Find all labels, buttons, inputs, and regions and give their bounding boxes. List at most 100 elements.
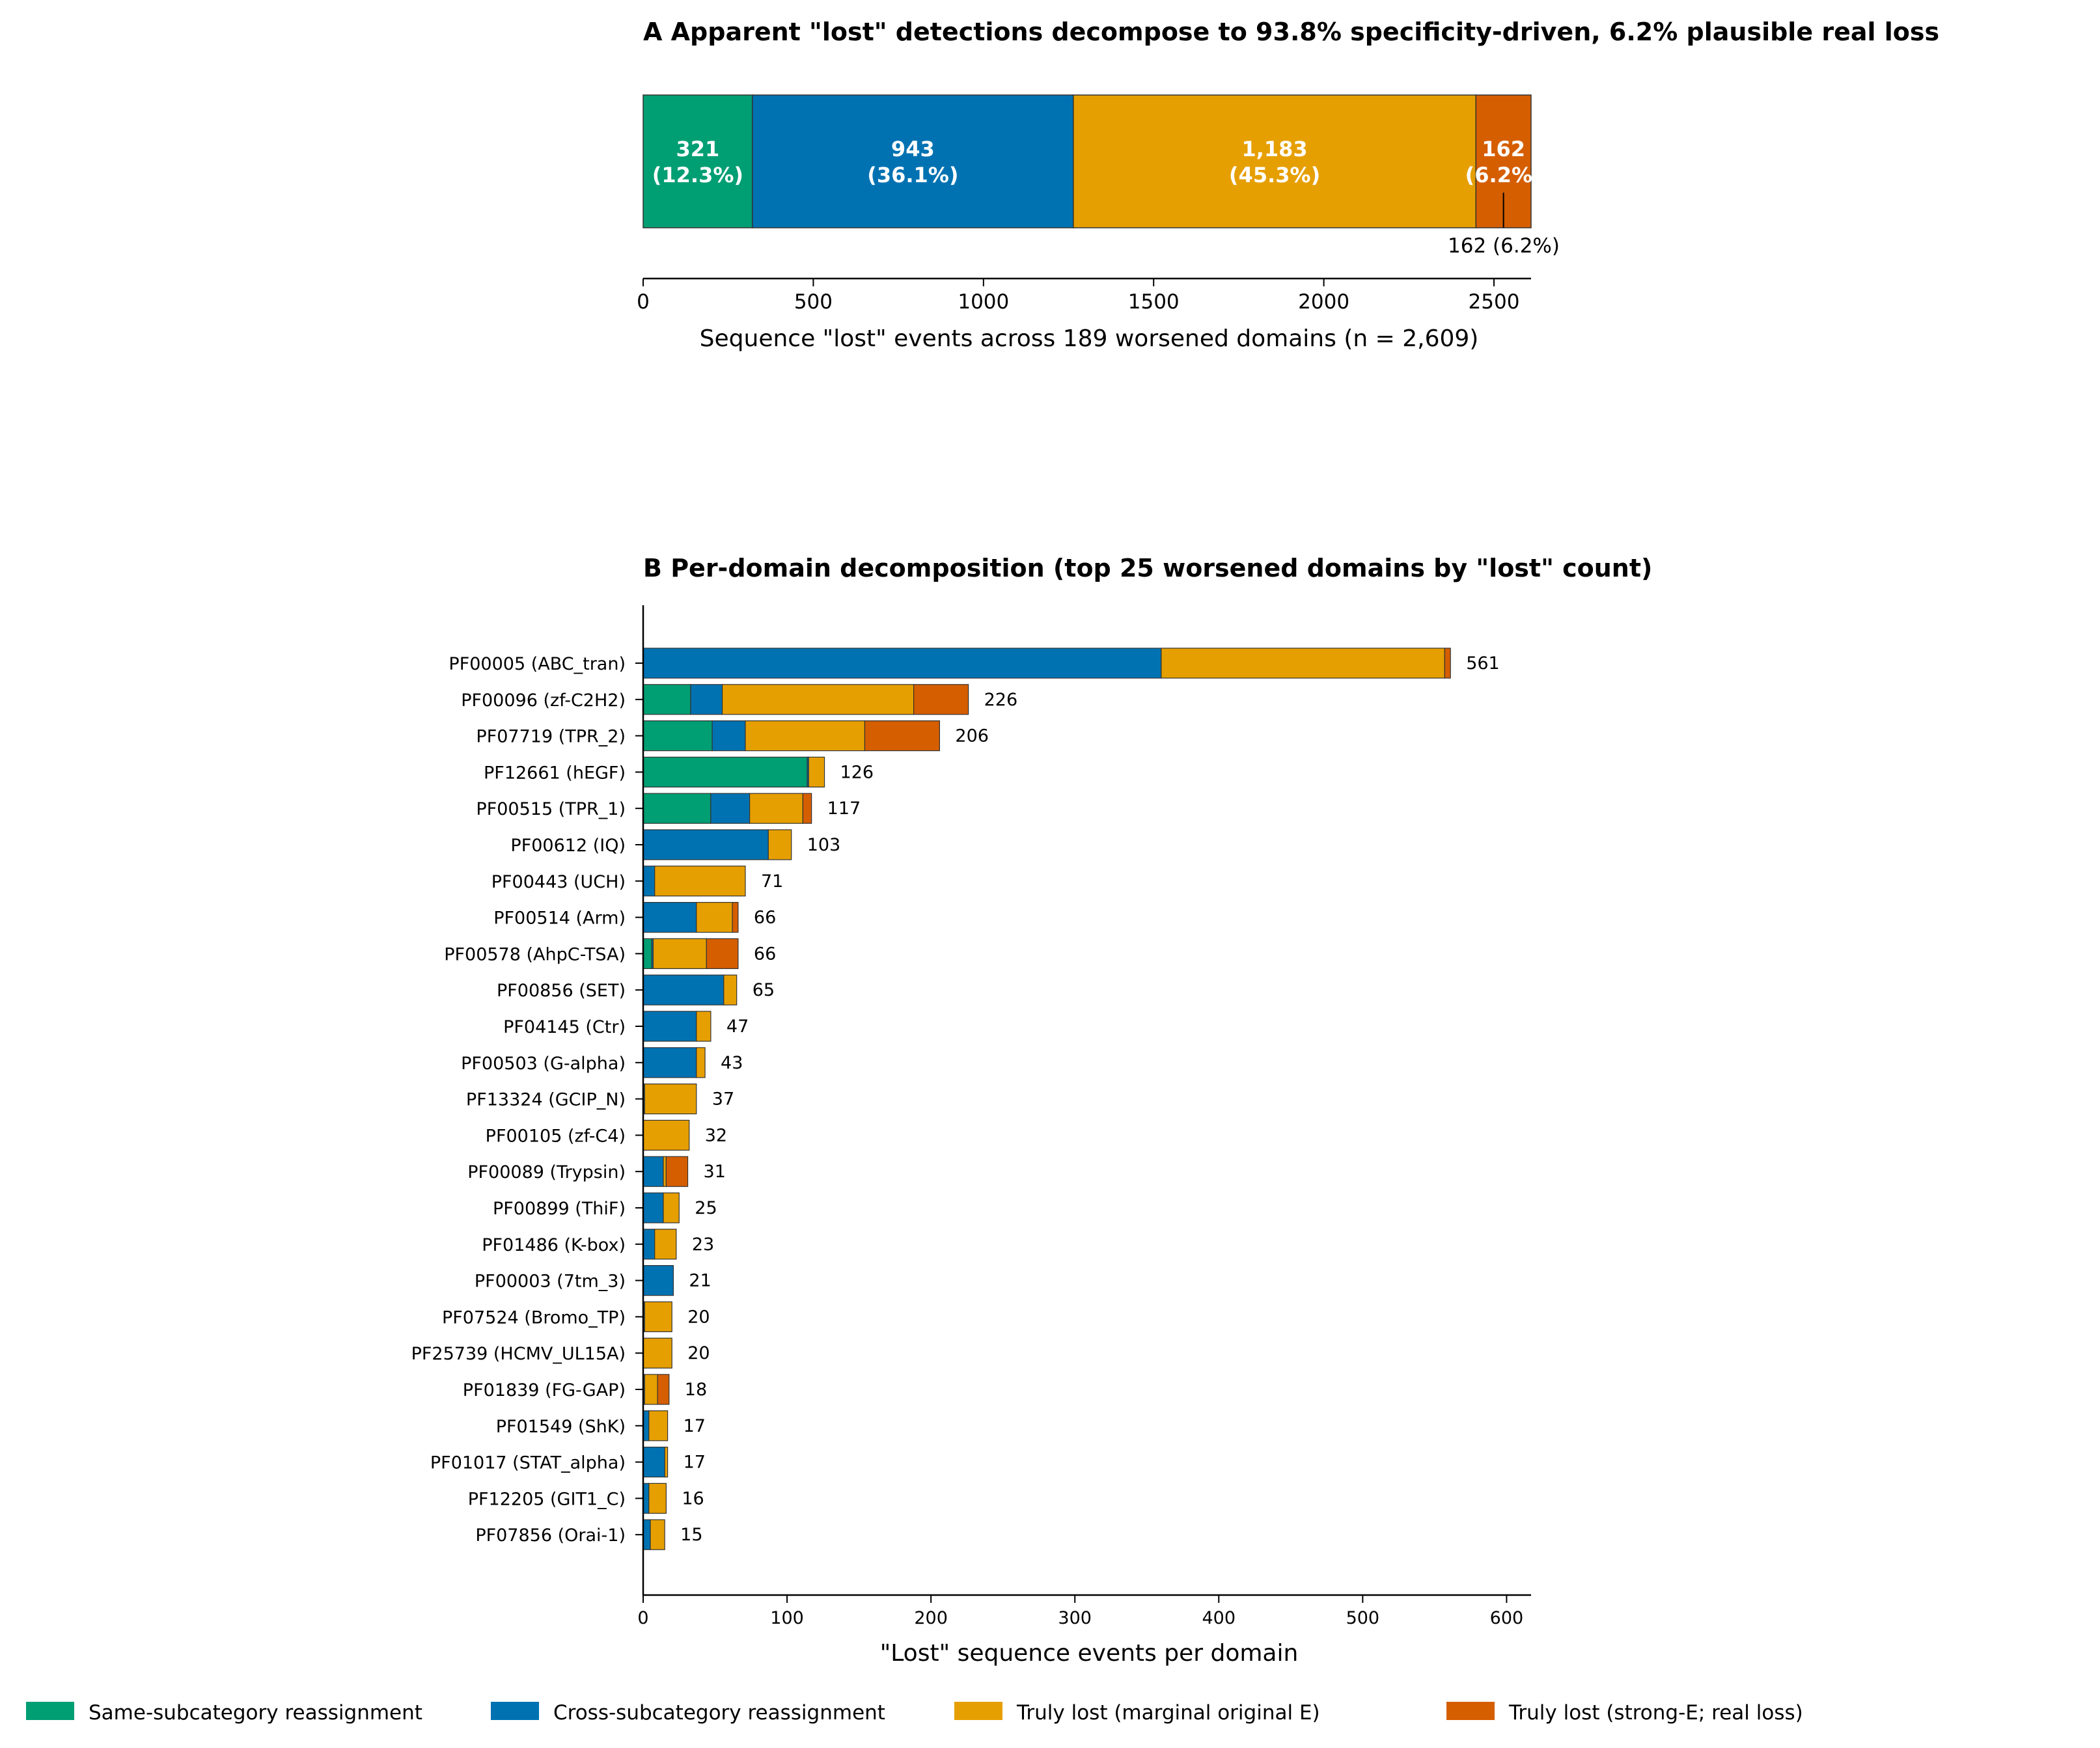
panel-b-bar-segment-same <box>642 684 691 715</box>
panel-b-bar-total-label: 126 <box>840 762 874 782</box>
panel-b-row-label: PF00899 (ThiF) <box>493 1199 626 1219</box>
legend-label-marginal: Truly lost (marginal original E) <box>1016 1701 1320 1725</box>
panel-a-segment-pct-label: (36.1%) <box>867 163 958 187</box>
panel-b-bar-segment-same <box>642 756 808 788</box>
panel-b-bar-segment-strong <box>802 793 812 824</box>
panel-a-annotation: 162 (6.2%) <box>1448 234 1560 258</box>
panel-b-bar-total-label: 103 <box>807 835 841 855</box>
panel-b-bar-segment-strong <box>913 684 969 715</box>
panel-b-bar-segment-marginal <box>642 1337 672 1369</box>
panel-b-bar-segment-marginal <box>749 793 803 824</box>
panel-b-row-label: PF13324 (GCIP_N) <box>466 1090 626 1110</box>
panel-b-bar-segment-marginal <box>696 1011 712 1042</box>
panel-b: B Per-domain decomposition (top 25 worse… <box>411 554 1653 1667</box>
panel-b-bar-total-label: 31 <box>704 1162 726 1182</box>
panel-b-bar-total-label: 20 <box>687 1307 710 1327</box>
panel-b-bar-segment-cross <box>642 648 1162 679</box>
legend-label-same: Same-subcategory reassignment <box>89 1701 422 1725</box>
panel-a-segment-pct-label: (6.2%) <box>1465 163 1542 187</box>
panel-b-bar-segment-marginal <box>652 938 707 970</box>
panel-b-x-tick-label: 600 <box>1490 1608 1524 1628</box>
panel-b-x-tick-label: 400 <box>1202 1608 1236 1628</box>
legend: Same-subcategory reassignment Cross-subca… <box>26 1701 1803 1725</box>
panel-b-bar-total-label: 71 <box>761 871 783 892</box>
panel-b-bar-segment-cross <box>642 829 769 860</box>
panel-b-bar-segment-strong <box>665 1156 689 1187</box>
panel-b-bar-total-label: 65 <box>753 980 775 1000</box>
panel-b-bar-segment-marginal <box>654 1229 677 1260</box>
panel-b-bar-segment-strong <box>864 720 941 752</box>
panel-a-bars: 321(12.3%) 943(36.1%) 1,183(45.3%) 162(6.2%… <box>642 94 1542 228</box>
panel-b-bar-segment-cross <box>712 720 746 752</box>
panel-b-row-label: PF01486 (K-box) <box>482 1235 626 1255</box>
panel-b-bar-segment-marginal <box>723 974 738 1005</box>
panel-b-bar-segment-cross <box>642 1192 664 1223</box>
panel-b-bars: 561 PF00005 (ABC_tran) 226 PF00096 (zf-C2H2… <box>411 648 1500 1550</box>
panel-b-bar-segment-cross <box>642 1011 697 1042</box>
panel-b-bar-segment-marginal <box>648 1410 669 1441</box>
panel-b-bar-segment-cross <box>642 974 725 1005</box>
legend-swatch-same <box>26 1702 74 1720</box>
panel-a-segment-cross <box>752 94 1074 228</box>
panel-b-bar-segment-cross <box>642 1264 674 1296</box>
panel-a-segment-marginal <box>1073 94 1477 228</box>
panel-b-bar-segment-marginal <box>663 1192 680 1223</box>
panel-b-bar-segment-marginal <box>1161 648 1445 679</box>
panel-a-segment-pct-label: (45.3%) <box>1229 163 1320 187</box>
panel-b-bar-segment-marginal <box>767 829 792 860</box>
panel-b-row-label: PF00612 (IQ) <box>510 836 626 856</box>
panel-b-bar-total-label: 561 <box>1466 653 1500 674</box>
panel-b-row-label: PF00003 (7tm_3) <box>475 1272 626 1292</box>
panel-b-row-label: PF07524 (Bromo_TP) <box>442 1307 626 1328</box>
panel-b-bar-total-label: 66 <box>754 908 776 928</box>
panel-b-bar-segment-same <box>642 938 652 970</box>
panel-a-segment-pct-label: (12.3%) <box>652 163 743 187</box>
panel-b-row-label: PF25739 (HCMV_UL15A) <box>411 1344 626 1364</box>
panel-b-row-label: PF00443 (UCH) <box>491 872 626 892</box>
panel-b-x-tick-label: 500 <box>1346 1608 1380 1628</box>
panel-b-bar-segment-marginal <box>696 1047 706 1078</box>
panel-b-bar-segment-cross <box>642 1229 656 1260</box>
panel-b-bar-total-label: 226 <box>984 690 1018 710</box>
panel-b-bar-segment-marginal <box>650 1519 665 1550</box>
panel-b-row-label: PF00578 (AhpC-TSA) <box>444 944 626 964</box>
panel-b-bar-segment-cross <box>642 1156 664 1187</box>
panel-b-bar-total-label: 47 <box>726 1017 749 1037</box>
panel-b-bar-total-label: 16 <box>682 1488 704 1509</box>
panel-b-bar-total-label: 117 <box>827 799 861 819</box>
panel-b-title: B Per-domain decomposition (top 25 worse… <box>643 554 1652 582</box>
panel-b-bar-total-label: 37 <box>712 1089 734 1110</box>
panel-b-bar-segment-marginal <box>644 1374 658 1405</box>
panel-b-row-label: PF12205 (GIT1_C) <box>468 1489 626 1509</box>
panel-b-row-label: PF01839 (FG-GAP) <box>463 1380 626 1400</box>
panel-b-bar-total-label: 17 <box>684 1416 706 1436</box>
panel-b-bar-segment-cross <box>690 684 723 715</box>
panel-b-bar-total-label: 66 <box>754 944 776 964</box>
panel-a: A Apparent "lost" detections decompose t… <box>637 18 1939 352</box>
panel-b-row-label: PF00515 (TPR_1) <box>476 799 626 819</box>
panel-b-row-label: PF00105 (zf-C4) <box>486 1126 626 1146</box>
panel-b-bar-segment-marginal <box>721 684 915 715</box>
panel-b-bar-segment-strong <box>706 938 739 970</box>
panel-a-title: A Apparent "lost" detections decompose t… <box>643 18 1939 46</box>
panel-b-x-tick-label: 100 <box>770 1608 804 1628</box>
panel-b-row-label: PF00503 (G-alpha) <box>461 1054 626 1074</box>
panel-b-bar-segment-marginal <box>642 1119 690 1151</box>
panel-a-x-tick-label: 1000 <box>958 290 1009 314</box>
panel-b-bar-segment-cross <box>642 1519 651 1550</box>
panel-b-bar-total-label: 32 <box>705 1125 727 1145</box>
panel-a-x-tick-label: 2000 <box>1298 290 1349 314</box>
panel-b-bar-segment-cross <box>642 1410 650 1441</box>
legend-swatch-marginal <box>954 1702 1002 1720</box>
panel-b-bar-total-label: 23 <box>692 1235 714 1255</box>
panel-b-row-label: PF12661 (hEGF) <box>484 763 626 783</box>
legend-label-strong: Truly lost (strong-E; real loss) <box>1508 1701 1803 1725</box>
panel-a-x-label: Sequence "lost" events across 189 worsen… <box>700 325 1479 352</box>
panel-b-bar-total-label: 25 <box>695 1198 717 1218</box>
panel-b-bar-segment-same <box>642 793 712 824</box>
panel-b-bar-total-label: 21 <box>689 1271 711 1291</box>
panel-b-bar-total-label: 20 <box>687 1343 710 1363</box>
panel-b-bar-segment-marginal <box>745 720 866 752</box>
panel-b-bar-segment-marginal <box>644 1301 672 1333</box>
